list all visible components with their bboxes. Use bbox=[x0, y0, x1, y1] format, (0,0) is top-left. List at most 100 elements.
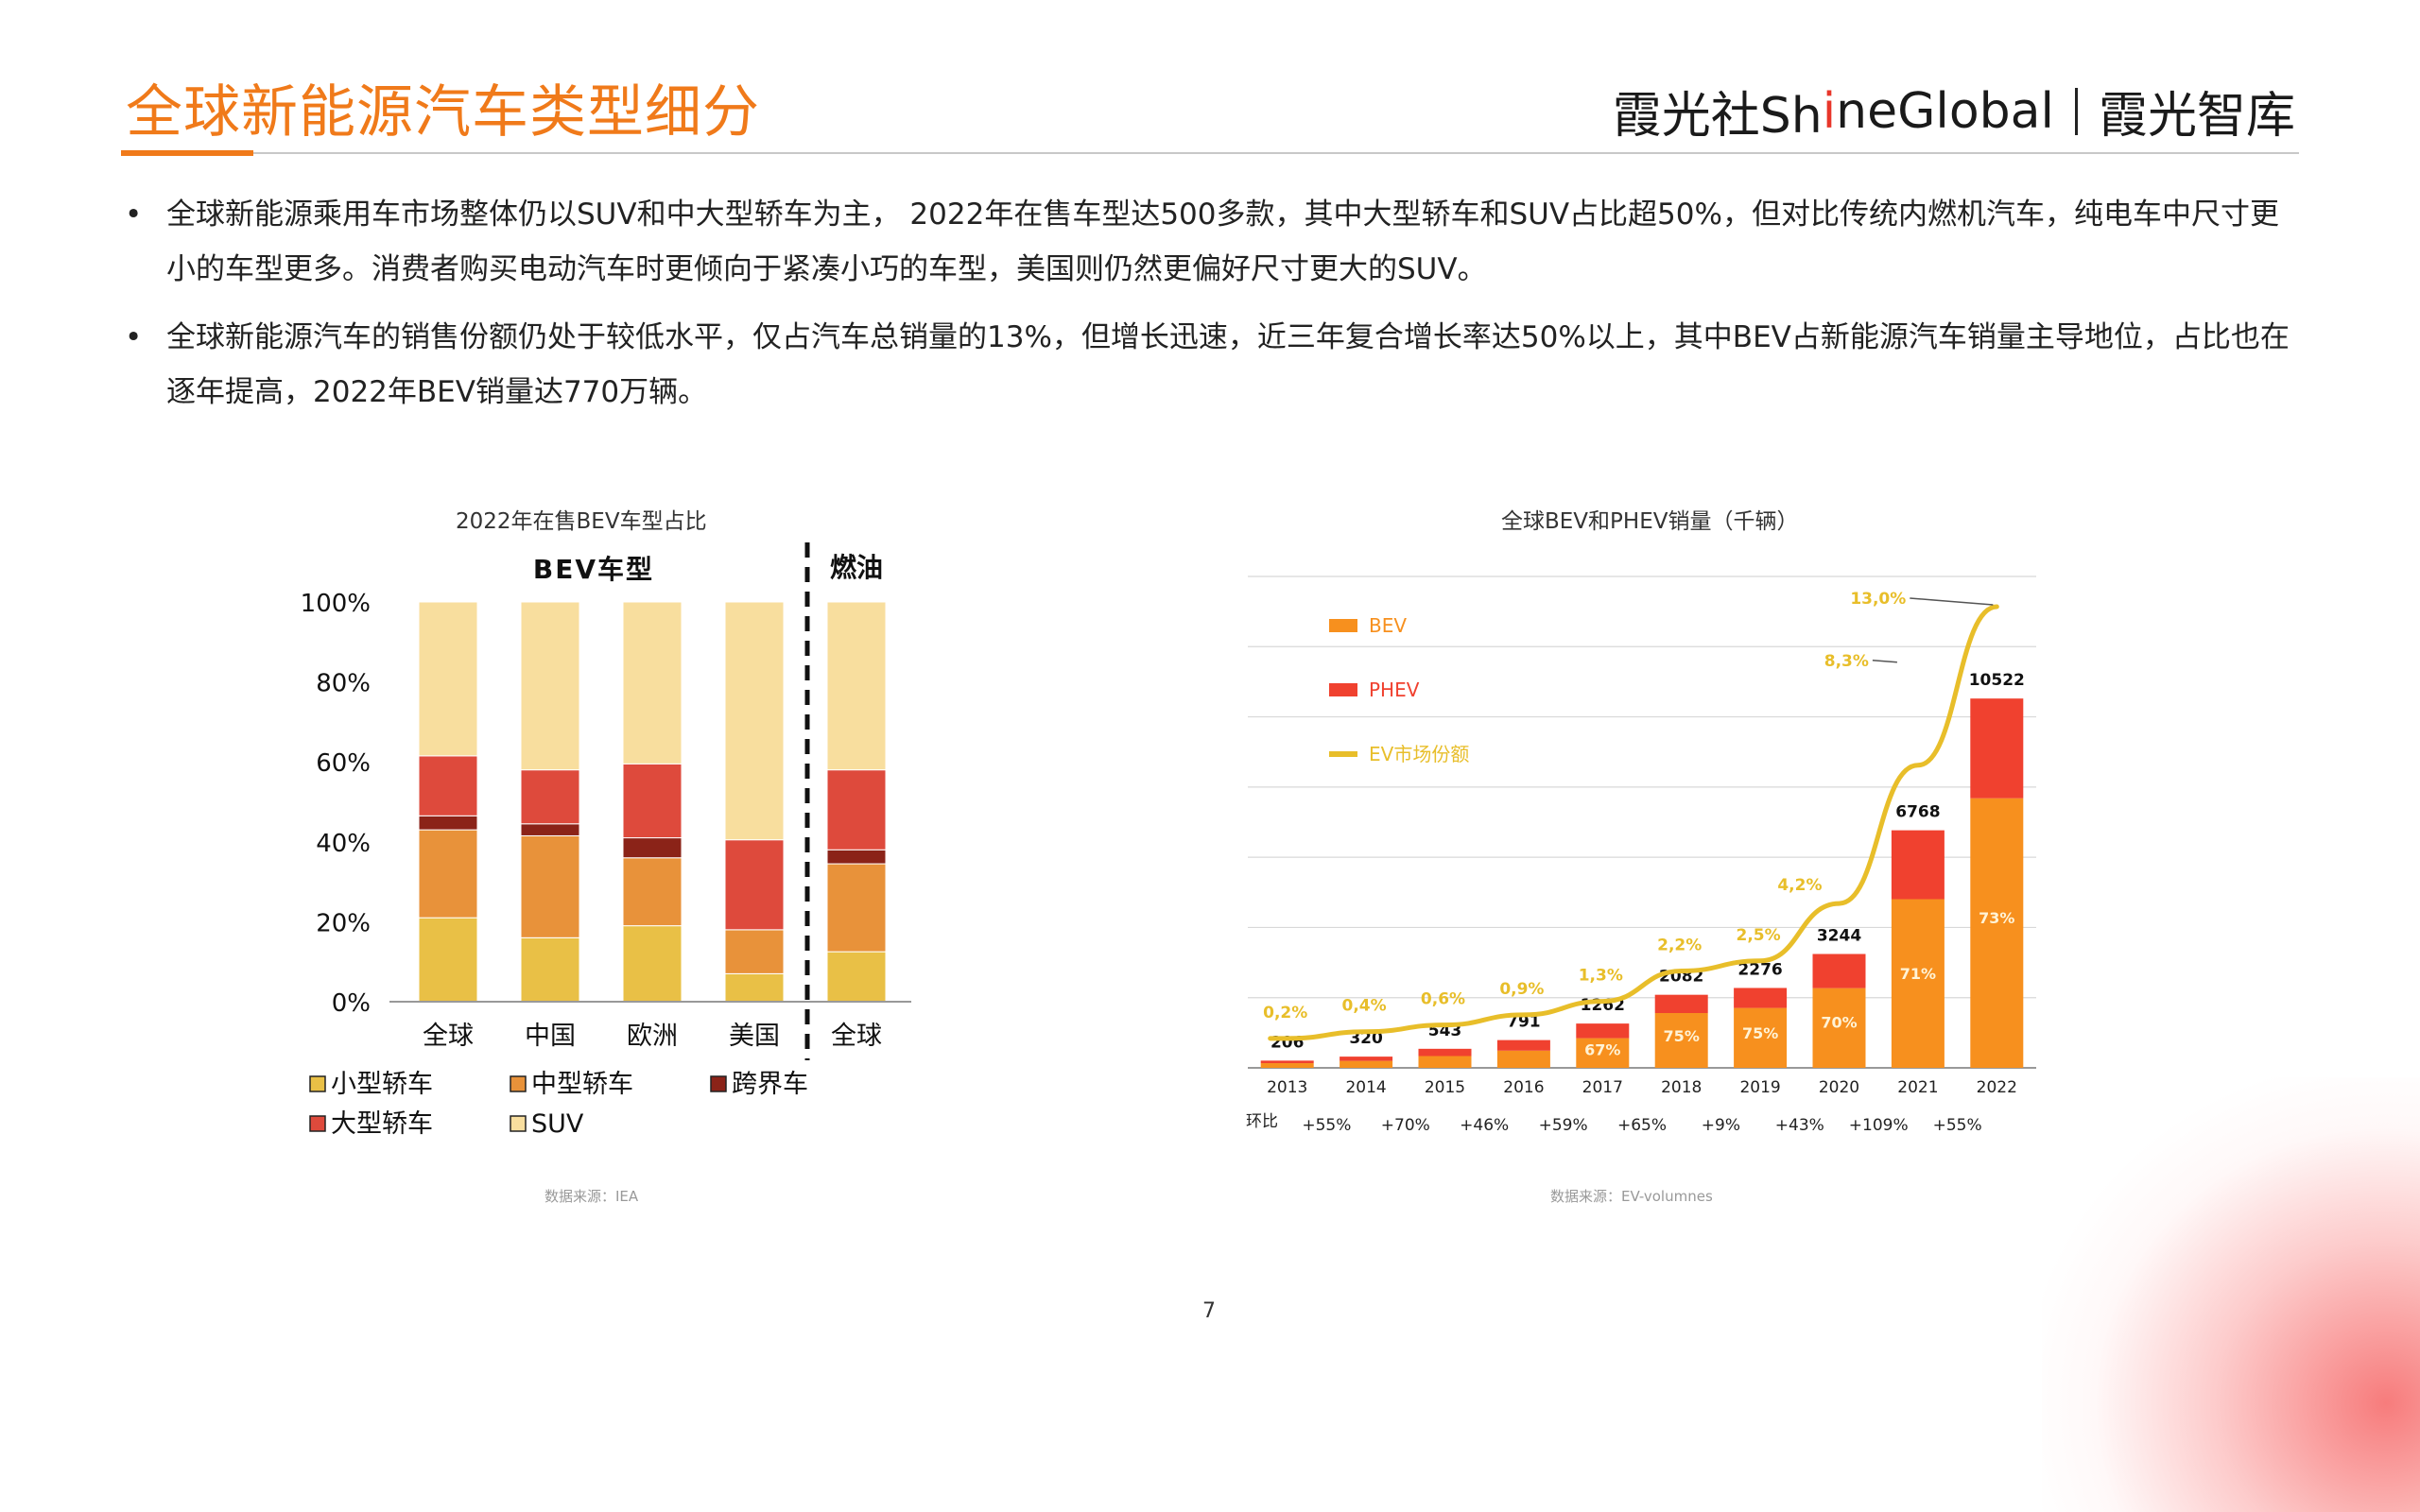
bar-segment bbox=[520, 834, 580, 938]
bar-segment bbox=[418, 815, 478, 831]
bar-segment bbox=[826, 769, 887, 850]
bev-share-label: 73% bbox=[1979, 909, 2014, 927]
legend-swatch bbox=[309, 1075, 326, 1092]
bar-segment bbox=[826, 601, 887, 771]
group-label: BEV车型 bbox=[533, 554, 654, 585]
y-tick-label: 60% bbox=[316, 749, 371, 778]
legend-swatch bbox=[1329, 683, 1357, 696]
x-category-label: 美国 bbox=[729, 1022, 780, 1051]
legend-label: PHEV bbox=[1369, 679, 1420, 701]
brand-separator bbox=[2074, 87, 2078, 135]
bar-segment bbox=[520, 601, 580, 771]
growth-label: +43% bbox=[1775, 1116, 1824, 1135]
title-accent-bar bbox=[121, 150, 253, 156]
share-label: 8,3% bbox=[1824, 652, 1869, 671]
x-category-label: 2020 bbox=[1819, 1078, 1859, 1097]
y-tick-label: 40% bbox=[316, 830, 371, 858]
bar-segment bbox=[418, 917, 478, 1003]
bar-segment bbox=[418, 601, 478, 757]
bullet-text: 全球新能源汽车的销售份额仍处于较低水平，仅占汽车总销量的13%，但增长迅速，近三… bbox=[166, 320, 2290, 409]
share-label: 0,6% bbox=[1421, 990, 1465, 1009]
bar-segment bbox=[622, 601, 683, 765]
bev-share-label: 75% bbox=[1742, 1024, 1778, 1042]
bullet-text: 全球新能源乘用车市场整体仍以SUV和中大型轿车为主， 2022年在售车型达500… bbox=[166, 198, 2279, 286]
legend-swatch bbox=[1329, 619, 1357, 632]
bar-segment bbox=[622, 857, 683, 927]
total-label: 2276 bbox=[1737, 960, 1782, 979]
bev-bar bbox=[1812, 988, 1866, 1068]
bar-segment bbox=[622, 925, 683, 1003]
bullet-item: • 全球新能源汽车的销售份额仍处于较低水平，仅占汽车总销量的13%，但增长迅速，… bbox=[121, 310, 2295, 420]
phev-bar bbox=[1812, 954, 1866, 988]
chart-1-title: 2022年在售BEV车型占比 bbox=[456, 509, 707, 534]
phev-bar bbox=[1418, 1048, 1472, 1057]
bullet-item: • 全球新能源乘用车市场整体仍以SUV和中大型轿车为主， 2022年在售车型达5… bbox=[121, 187, 2295, 297]
growth-label: +70% bbox=[1381, 1116, 1430, 1135]
chart-2-source: 数据来源：EV-volumnes bbox=[1550, 1188, 1713, 1205]
bev-bar bbox=[1260, 1063, 1314, 1068]
bev-share-label: 67% bbox=[1584, 1041, 1620, 1059]
total-label: 6768 bbox=[1895, 803, 1940, 822]
x-category-label: 中国 bbox=[525, 1022, 576, 1051]
bev-bar bbox=[1734, 1007, 1788, 1068]
growth-label: +55% bbox=[1302, 1116, 1351, 1135]
bev-bar bbox=[1891, 899, 1945, 1068]
x-category-label: 2019 bbox=[1739, 1078, 1780, 1097]
phev-bar bbox=[1496, 1040, 1550, 1051]
bev-bar bbox=[1576, 1038, 1630, 1068]
phev-bar bbox=[1654, 994, 1708, 1014]
bar-segment bbox=[826, 863, 887, 953]
share-label: 2,5% bbox=[1737, 926, 1781, 945]
legend-label: BEV bbox=[1369, 614, 1407, 637]
share-label: 0,2% bbox=[1263, 1004, 1307, 1022]
x-category-label: 2015 bbox=[1425, 1078, 1465, 1097]
bev-share-label: 75% bbox=[1664, 1027, 1700, 1045]
page-title: 全球新能源汽车类型细分 bbox=[126, 79, 760, 146]
bev-bar bbox=[1496, 1050, 1550, 1068]
chart-2-bev-phev-sales: 2062013320201454320157912016126267%20172… bbox=[1246, 576, 2036, 1135]
corner-decoration bbox=[2042, 1077, 2420, 1512]
page-number: 7 bbox=[1202, 1299, 1216, 1323]
ev-share-line bbox=[1268, 604, 1999, 1041]
growth-label: +65% bbox=[1617, 1116, 1667, 1135]
bev-share-label: 70% bbox=[1821, 1014, 1857, 1032]
y-tick-label: 0% bbox=[332, 989, 371, 1018]
phev-bar bbox=[1340, 1057, 1393, 1061]
header-divider bbox=[121, 152, 2299, 154]
bar-segment bbox=[520, 936, 580, 1003]
y-tick-label: 100% bbox=[301, 590, 371, 618]
brand-name-part-2: neGlobal bbox=[1836, 82, 2054, 140]
bar-segment bbox=[418, 755, 478, 816]
legend-label: 跨界车 bbox=[732, 1070, 808, 1099]
legend-swatch bbox=[309, 1115, 326, 1132]
x-category-label: 2018 bbox=[1661, 1078, 1702, 1097]
x-category-label: 欧洲 bbox=[627, 1022, 678, 1051]
brand-logo: 霞光社Sh i neGlobal 霞光智库 bbox=[1613, 76, 2295, 146]
total-label: 10522 bbox=[1969, 671, 2025, 690]
share-label: 0,9% bbox=[1499, 980, 1544, 999]
share-label: 13,0% bbox=[1850, 590, 1906, 609]
x-category-label: 2022 bbox=[1977, 1078, 2017, 1097]
bev-bar bbox=[1340, 1060, 1393, 1068]
bar-segment bbox=[724, 972, 785, 1003]
growth-label: +109% bbox=[1849, 1116, 1909, 1135]
bev-share-label: 71% bbox=[1900, 965, 1936, 983]
total-label: 791 bbox=[1507, 1013, 1541, 1032]
share-label-leader bbox=[1872, 660, 1897, 663]
phev-bar bbox=[1260, 1060, 1314, 1064]
legend-label: 小型轿车 bbox=[331, 1070, 433, 1099]
bar-segment bbox=[418, 829, 478, 919]
legend-label: 中型轿车 bbox=[531, 1070, 633, 1099]
chart-2-title: 全球BEV和PHEV销量（千辆） bbox=[1501, 509, 1799, 534]
x-category-label: 全球 bbox=[831, 1022, 882, 1051]
legend-label: 大型轿车 bbox=[331, 1109, 433, 1139]
bar-segment bbox=[826, 951, 887, 1003]
phev-bar bbox=[1891, 830, 1945, 900]
y-tick-label: 20% bbox=[316, 909, 371, 937]
x-category-label: 2021 bbox=[1897, 1078, 1938, 1097]
brand-name-secondary: 霞光智库 bbox=[2098, 88, 2295, 145]
x-category-label: 全球 bbox=[423, 1022, 474, 1051]
share-label: 0,4% bbox=[1342, 997, 1387, 1016]
share-label-leader bbox=[1910, 597, 1994, 606]
